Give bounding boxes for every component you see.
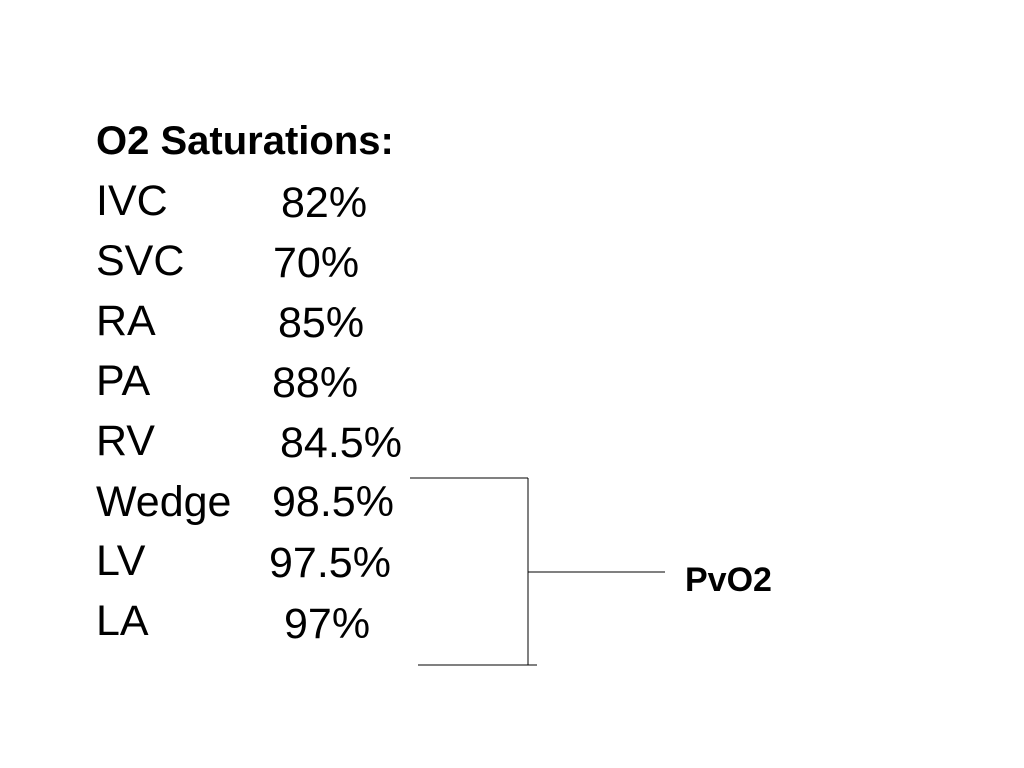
- site-label-ra: RA: [96, 297, 156, 345]
- slide-title: O2 Saturations:: [96, 119, 394, 163]
- saturation-value-pa: 88%: [272, 359, 359, 407]
- site-label-ivc: IVC: [96, 177, 168, 225]
- site-label-rv: RV: [96, 417, 155, 465]
- saturation-value-ra: 85%: [278, 299, 365, 347]
- site-label-lv: LV: [96, 537, 146, 585]
- saturation-value-svc: 70%: [273, 239, 360, 287]
- saturation-value-lv: 97.5%: [269, 539, 391, 587]
- site-label-la: LA: [96, 597, 149, 645]
- site-label-svc: SVC: [96, 237, 185, 285]
- pvo2-label: PvO2: [685, 561, 772, 599]
- saturation-value-la: 97%: [284, 600, 371, 648]
- site-label-pa: PA: [96, 357, 151, 405]
- saturation-value-ivc: 82%: [281, 179, 368, 227]
- site-label-wedge: Wedge: [96, 478, 232, 526]
- saturation-value-wedge: 98.5%: [272, 478, 394, 526]
- saturation-value-rv: 84.5%: [280, 419, 402, 467]
